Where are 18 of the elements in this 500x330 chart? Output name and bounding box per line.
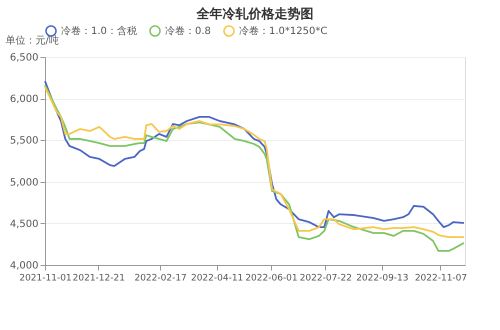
legend-label: 冷卷：1.0*1250*C (239, 25, 328, 37)
x-tick-label: 2021-12-21 (72, 274, 125, 284)
y-tick-label: 4,000 (10, 260, 38, 272)
y-tick-label: 5,500 (10, 136, 38, 147)
x-tick-label: 2022-07-22 (300, 274, 352, 284)
chart-title: 全年冷轧价格走势图 (196, 6, 314, 22)
y-tick-label: 6,000 (10, 94, 38, 106)
x-tick-label: 2022-09-13 (356, 274, 409, 284)
x-tick-label: 2022-11-07 (414, 274, 468, 284)
legend-label: 冷卷：0.8 (165, 25, 211, 37)
x-tick-label: 2022-02-17 (134, 274, 187, 284)
y-tick-label: 5,000 (10, 177, 38, 188)
x-tick-label: 2022-04-11 (190, 274, 244, 284)
legend-label: 冷卷：1.0：含税 (61, 25, 137, 37)
x-tick-label: 2022-06-01 (245, 274, 298, 284)
x-tick-label: 2021-11-01 (19, 274, 72, 284)
y-tick-label: 6,500 (10, 52, 38, 64)
y-tick-label: 4,500 (10, 218, 38, 230)
